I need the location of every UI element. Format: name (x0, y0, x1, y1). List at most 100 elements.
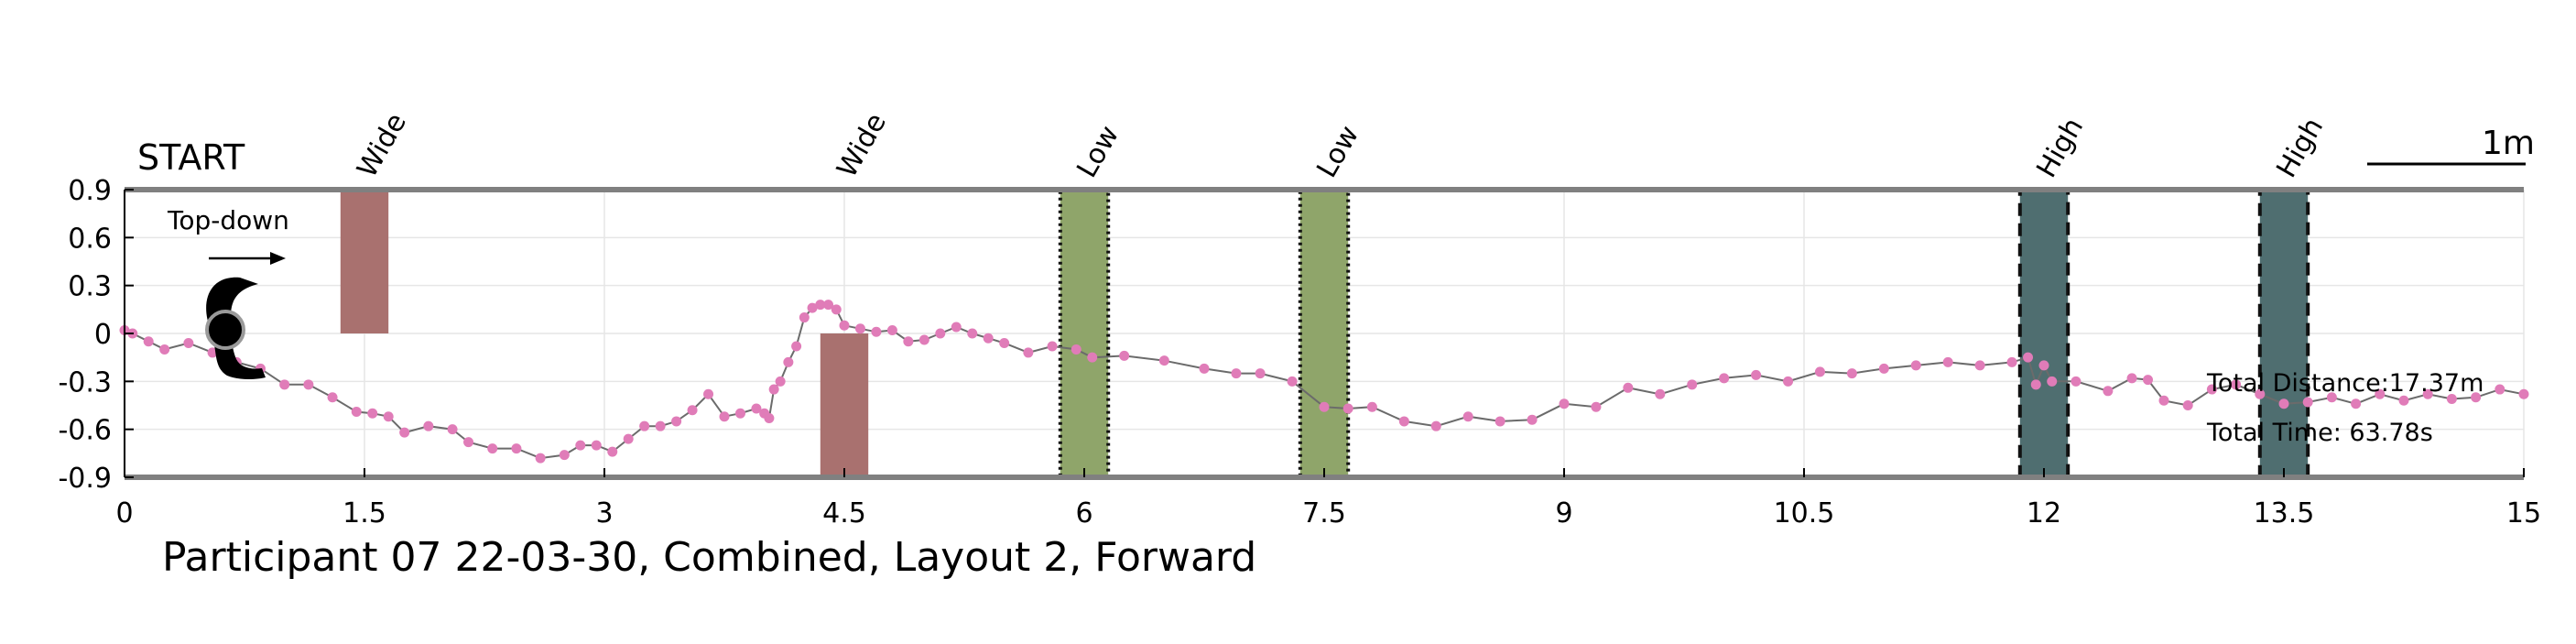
trajectory-point (2206, 384, 2217, 395)
obstacles: Wide Wide Low Low High High (340, 108, 2330, 479)
trajectory-point (775, 376, 786, 387)
trajectory-point (1047, 341, 1058, 352)
trajectory-point (2231, 379, 2242, 390)
trajectory-point (655, 420, 666, 431)
y-tick-label: 0.6 (68, 223, 112, 255)
trajectory-point (1910, 360, 1921, 371)
trajectory-point (607, 446, 618, 457)
trajectory-point (1462, 411, 1473, 422)
trajectory-point (764, 412, 775, 423)
trajectory-point (1231, 368, 1242, 379)
trajectory-point (2422, 388, 2433, 399)
x-tick-label: 6 (1075, 497, 1092, 529)
trajectory-point (1342, 403, 1353, 414)
x-tick-label: 0 (115, 497, 133, 529)
trajectory-point (2278, 398, 2289, 409)
trajectory-point (2471, 392, 2482, 403)
obstacle-label: Low (1071, 120, 1125, 183)
trajectory-point (2302, 397, 2313, 408)
trajectory-point (327, 392, 338, 403)
trajectory-point (1878, 363, 1889, 374)
x-tick-label: 9 (1555, 497, 1572, 529)
start-label: START (137, 137, 245, 178)
trajectory-point (783, 356, 794, 367)
trajectory-point (967, 328, 978, 339)
trajectory-point (854, 323, 865, 334)
trajectory-point (1527, 414, 1538, 425)
trajectory-point (2255, 388, 2266, 399)
trajectory-point (303, 379, 314, 390)
trajectory-point (999, 337, 1010, 348)
trajectory-point (918, 334, 929, 345)
trajectory-point (807, 302, 818, 313)
y-tick-label: 0.9 (68, 175, 112, 207)
x-tick-label: 3 (595, 497, 613, 529)
trajectory-point (768, 384, 779, 395)
chart-title: Participant 07 22-03-30, Combined, Layou… (162, 534, 1256, 581)
trajectory-point (2103, 386, 2114, 397)
trajectory-point (1287, 376, 1298, 387)
trajectory-point (734, 408, 745, 419)
obstacle-label: Wide (831, 108, 893, 183)
x-tick-label: 15 (2506, 497, 2541, 529)
obstacle-low-2 (1058, 188, 1111, 479)
y-tick-label: -0.3 (58, 366, 112, 398)
trajectory-point (183, 337, 194, 348)
trajectory-point (1398, 416, 1409, 427)
trajectory-point (1719, 373, 1730, 384)
trajectory-point (1199, 363, 1210, 374)
trajectory-point (799, 312, 810, 323)
trajectory-point (839, 320, 850, 331)
trajectory-point (886, 325, 897, 336)
trajectory-point (2038, 360, 2049, 371)
direction-arrow-icon (209, 252, 286, 265)
trajectory-point (823, 300, 834, 311)
obstacle-wide-1 (820, 333, 869, 477)
trajectory-point (623, 433, 634, 444)
trajectory-point (423, 420, 434, 431)
trajectory-point (1495, 416, 1505, 427)
trajectory-point (2446, 394, 2457, 405)
trajectory-point (1023, 347, 1034, 358)
obstacle-low-3 (1298, 188, 1351, 479)
trajectory-point (2351, 398, 2362, 409)
y-tick-label: -0.6 (58, 415, 112, 447)
trajectory-point (1366, 401, 1377, 412)
trajectory-point (2071, 376, 2081, 387)
trajectory-point (703, 388, 714, 399)
trajectory-point (831, 304, 842, 315)
trajectory-point (1071, 344, 1081, 355)
trajectory-point (351, 406, 362, 417)
trajectory-point (2143, 375, 2154, 386)
trajectory-point (1087, 352, 1098, 363)
trajectory-point (1942, 356, 1953, 367)
obstacle-wide-0 (340, 190, 389, 333)
trajectory-point (903, 336, 914, 347)
x-tick-label: 1.5 (342, 497, 386, 529)
trajectory-point (399, 427, 410, 438)
trajectory-point (1591, 401, 1602, 412)
trajectory-point (383, 411, 394, 422)
trajectory-point (1814, 366, 1825, 377)
trajectory-point (1623, 382, 1634, 393)
axes: 0 1.5 3 4.5 6 7.5 9 10.5 12 13.5 15 0.9 0.6 0.3 0 -0.3 -… (58, 175, 2541, 529)
obstacle-label: Wide (351, 108, 413, 183)
trajectory-point (2375, 388, 2386, 399)
trajectory-point (487, 443, 498, 454)
trajectory-point (639, 420, 650, 431)
trajectory-point (2023, 352, 2034, 363)
trajectory-point (2126, 373, 2137, 384)
x-tick-label: 7.5 (1302, 497, 1346, 529)
trajectory-point (535, 453, 546, 464)
trajectory-point (719, 411, 730, 422)
trajectory-point (575, 440, 586, 451)
trajectory-point (1255, 368, 1266, 379)
trajectory-point (951, 322, 962, 333)
trajectory-point (935, 328, 946, 339)
trajectory-point (983, 333, 994, 344)
trajectory-point (2398, 395, 2409, 406)
trajectory-point (511, 443, 522, 454)
trajectory-point (279, 379, 290, 390)
trajectory-point (447, 424, 458, 435)
trajectory-point (1119, 350, 1130, 361)
